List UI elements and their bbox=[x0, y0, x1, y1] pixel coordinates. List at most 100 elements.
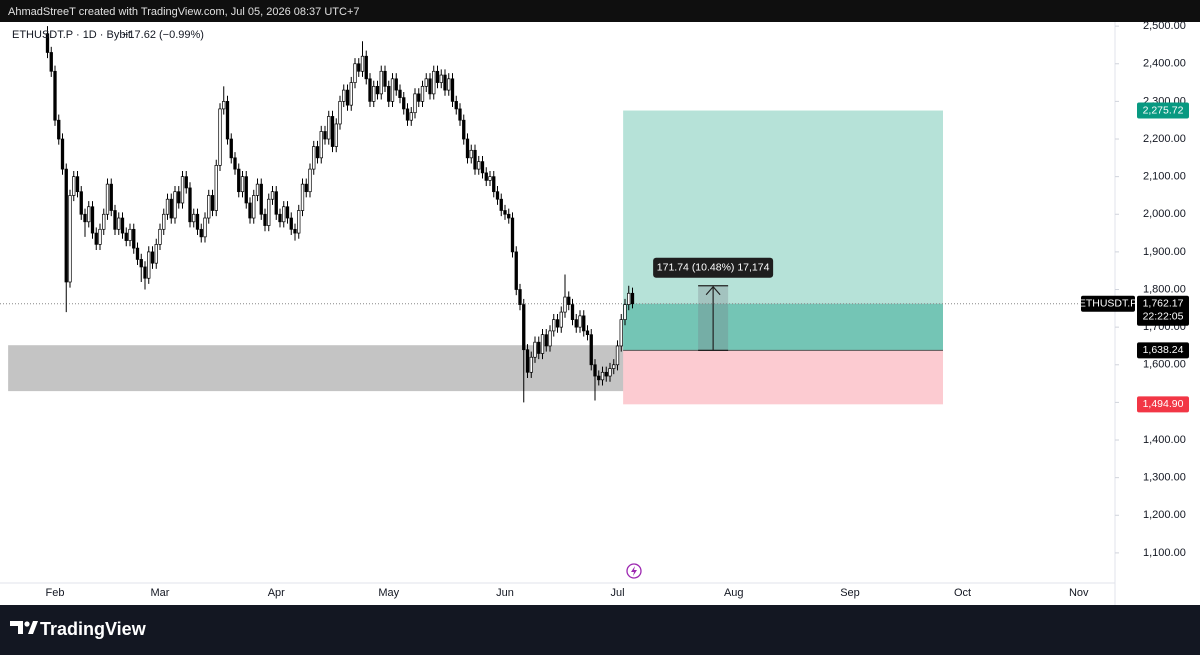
last-price-tag-bg bbox=[1137, 295, 1189, 326]
plot: 171.74 (10.48%) 17,174 1,100.00 1,200.00 1,… bbox=[0, 20, 1189, 599]
y-tick-label: 1,300.00 bbox=[1143, 472, 1186, 484]
target-tag-bg bbox=[1137, 102, 1189, 119]
candle-body bbox=[113, 210, 117, 230]
candle-body bbox=[225, 101, 230, 140]
candle-body bbox=[278, 213, 282, 223]
candle-body bbox=[447, 78, 451, 91]
price-change: −17.62 (−0.99%) bbox=[122, 29, 204, 41]
candle-body bbox=[222, 101, 226, 110]
candle-body bbox=[353, 63, 357, 83]
brand-logo bbox=[10, 621, 38, 634]
candle-body bbox=[608, 368, 612, 377]
candle-body bbox=[105, 183, 110, 215]
candle-body bbox=[439, 74, 443, 83]
header-text: AhmadStreeT created with TradingView.com… bbox=[8, 6, 359, 18]
y-tick-label: 1,100.00 bbox=[1143, 547, 1186, 559]
candle-body bbox=[510, 217, 515, 253]
candle-body bbox=[165, 198, 170, 215]
x-tick-label: Apr bbox=[268, 587, 285, 599]
candle-body bbox=[529, 356, 533, 373]
candle-body bbox=[184, 176, 188, 189]
candle-body bbox=[450, 78, 455, 102]
footer bbox=[0, 605, 1200, 655]
candle-body bbox=[53, 70, 57, 121]
candle-body bbox=[169, 198, 173, 219]
candle-body bbox=[480, 161, 485, 174]
candle-body bbox=[282, 206, 286, 223]
candle-body bbox=[469, 149, 473, 159]
candle-body bbox=[349, 82, 353, 106]
candle-body bbox=[240, 176, 245, 193]
candle-body bbox=[192, 213, 196, 223]
candle-body bbox=[117, 217, 121, 230]
candle-body bbox=[319, 131, 323, 159]
candle-body bbox=[248, 202, 252, 219]
y-tick-label: 2,000.00 bbox=[1143, 208, 1186, 220]
candle-body bbox=[417, 93, 421, 102]
countdown: 22:22:05 bbox=[1143, 311, 1184, 323]
candle-body bbox=[544, 334, 548, 347]
y-tick-label: 2,500.00 bbox=[1143, 20, 1186, 32]
candle-body bbox=[578, 315, 582, 328]
candle-body bbox=[555, 319, 560, 328]
stop-tag: 1,494.90 bbox=[1143, 398, 1184, 410]
x-tick-label: Sep bbox=[840, 587, 860, 599]
candle-body bbox=[462, 119, 466, 140]
candle-body bbox=[173, 191, 177, 219]
candle-body bbox=[379, 70, 383, 95]
candle-body bbox=[300, 183, 305, 211]
candle-body bbox=[495, 191, 500, 200]
candle-body bbox=[304, 183, 308, 193]
x-tick-label: Feb bbox=[46, 587, 65, 599]
candle-body bbox=[394, 78, 398, 91]
event-icon-bolt bbox=[631, 566, 637, 576]
candle-body bbox=[158, 228, 162, 245]
candle-body bbox=[259, 183, 263, 215]
candle-body bbox=[582, 315, 586, 332]
candle-body bbox=[428, 78, 432, 95]
candle-body bbox=[64, 168, 68, 283]
candle-body bbox=[484, 172, 488, 181]
candle-body bbox=[540, 334, 545, 354]
candle-body bbox=[177, 191, 181, 204]
candle-body bbox=[338, 101, 342, 125]
candle-body bbox=[525, 349, 530, 373]
candle-body bbox=[375, 85, 380, 95]
candle-body bbox=[218, 108, 222, 166]
candle-body bbox=[274, 191, 278, 215]
candle-body bbox=[214, 165, 218, 211]
candle-body bbox=[390, 78, 395, 102]
candle-body bbox=[252, 195, 256, 219]
x-tick-label: Oct bbox=[954, 587, 971, 599]
candle-body bbox=[289, 217, 293, 230]
candle-body bbox=[627, 292, 631, 305]
candle-body bbox=[413, 93, 417, 114]
candle-body bbox=[615, 345, 620, 366]
candle-body bbox=[229, 138, 233, 159]
candle-body bbox=[75, 176, 80, 193]
candle-body bbox=[237, 168, 241, 193]
x-tick-label: Nov bbox=[1069, 587, 1089, 599]
candle-body bbox=[132, 228, 136, 249]
candle-body bbox=[623, 304, 627, 320]
candle-body bbox=[203, 217, 207, 238]
candle-body bbox=[619, 319, 623, 347]
candle-body bbox=[503, 210, 507, 215]
candle-body bbox=[402, 97, 406, 110]
y-tick-label: 1,400.00 bbox=[1143, 434, 1186, 446]
candle-body bbox=[90, 206, 95, 234]
candle-body bbox=[72, 176, 76, 196]
candle-body bbox=[293, 228, 297, 234]
candle-body bbox=[420, 85, 425, 102]
entry-tag: 1,638.24 bbox=[1143, 344, 1184, 356]
candle-body bbox=[492, 176, 496, 193]
x-tick-label: Aug bbox=[724, 587, 744, 599]
top-bar bbox=[0, 0, 1200, 22]
candle-body bbox=[147, 251, 151, 279]
candle-body bbox=[297, 210, 301, 234]
candle-body bbox=[518, 289, 522, 305]
candle-body bbox=[424, 78, 428, 87]
candle-body bbox=[345, 89, 350, 106]
y-tick-label: 2,400.00 bbox=[1143, 58, 1186, 70]
symbol-info: ETHUSDT.P · 1D · Bybit bbox=[12, 29, 131, 41]
